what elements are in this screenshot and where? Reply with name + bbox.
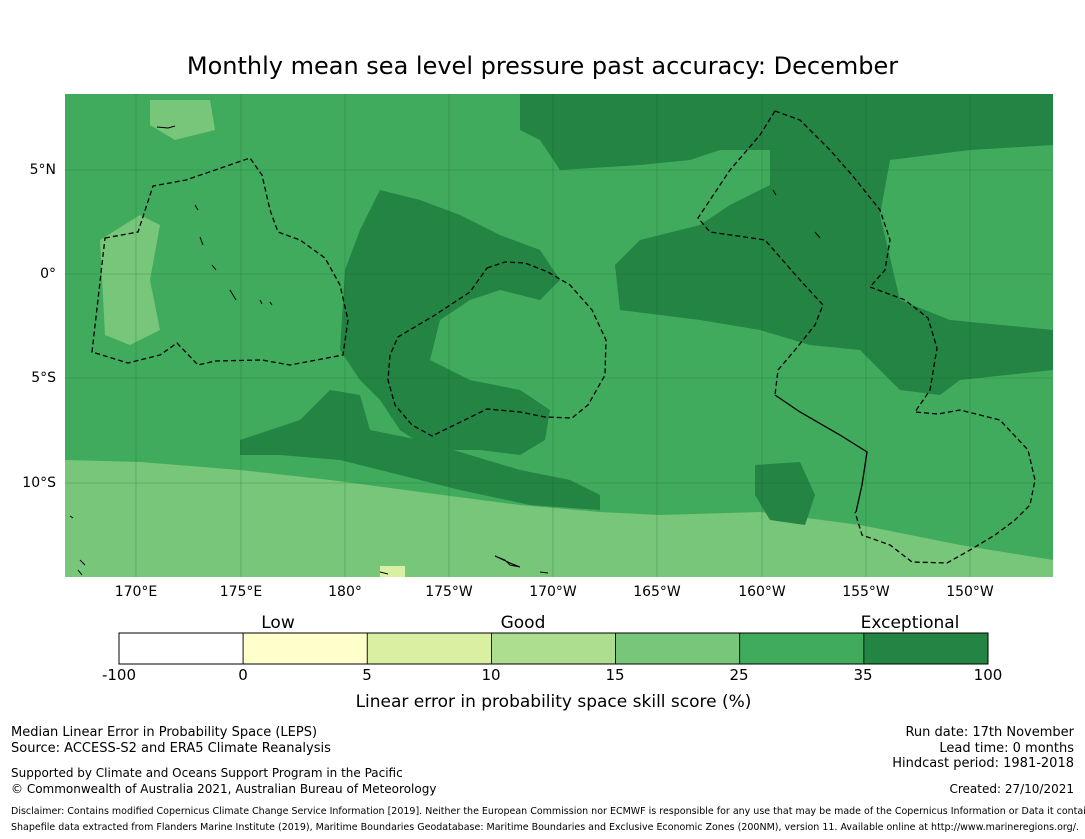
- lon-label-180: 180°: [328, 584, 362, 600]
- island-marker: [194, 204, 273, 306]
- footer-lead-time: Lead time: 0 months: [939, 741, 1074, 756]
- island-marker: [69, 515, 86, 576]
- lon-label-170w: 170°W: [529, 584, 577, 600]
- colorbar: [118, 632, 989, 665]
- footer-source: Source: ACCESS-S2 and ERA5 Climate Reana…: [11, 741, 331, 756]
- skill-field: [65, 94, 1053, 577]
- footer-created: Created: 27/10/2021: [949, 782, 1074, 796]
- colorbar-segment: [491, 632, 616, 665]
- legend-tick: 25: [729, 666, 749, 684]
- map-title: Monthly mean sea level pressure past acc…: [186, 52, 899, 80]
- eez-boundaries: [91, 110, 1036, 564]
- colorbar-segment: [118, 632, 244, 665]
- legend-tick: 5: [362, 666, 372, 684]
- skill-region-5-10: [380, 566, 405, 577]
- footer-hindcast: Hindcast period: 1981-2018: [892, 756, 1074, 771]
- skill-region-15-25-west: [100, 215, 160, 345]
- skill-region-35-100-east: [520, 94, 1053, 395]
- island-marker: [494, 555, 521, 568]
- lon-label-150w: 150°W: [946, 584, 994, 600]
- eez-boundary-east: [774, 110, 1036, 564]
- footer-run-date: Run date: 17th November: [905, 725, 1074, 740]
- lon-label-160w: 160°W: [738, 584, 786, 600]
- islands: [69, 125, 821, 576]
- lon-label-170e: 170°E: [114, 584, 158, 600]
- colorbar-segment: [242, 632, 368, 665]
- colorbar-title: Linear error in probability space skill …: [355, 692, 752, 712]
- lon-label-175w: 175°W: [425, 584, 473, 600]
- skill-region-15-25-north: [150, 100, 215, 140]
- skill-region-35-100-central: [340, 190, 560, 455]
- legend-tick: 15: [605, 666, 625, 684]
- island-marker: [156, 125, 176, 129]
- colorbar-frame: [118, 632, 989, 665]
- footer-copyright: © Commonwealth of Australia 2021, Austra…: [11, 782, 437, 796]
- lat-label-5s: 5°S: [31, 370, 56, 386]
- legend-tick: 0: [238, 666, 248, 684]
- eez-boundary-central: [387, 261, 607, 437]
- lon-label-155w: 155°W: [842, 584, 890, 600]
- legend-tick: 35: [853, 666, 873, 684]
- colorbar-segment: [366, 632, 492, 665]
- legend-category-exceptional: Exceptional: [860, 613, 960, 633]
- legend-tick: -100: [101, 666, 137, 684]
- colorbar-segment: [863, 632, 989, 665]
- footer-support: Supported by Climate and Oceans Support …: [11, 766, 403, 780]
- skill-region-35-100-band: [240, 390, 600, 510]
- skill-region-35-100-patch: [755, 462, 815, 525]
- legend-category-low: Low: [261, 613, 295, 633]
- eez-boundary-northeast: [697, 110, 824, 396]
- footer-shapefile-credit: Shapefile data extracted from Flanders M…: [11, 822, 1079, 833]
- legend-tick: 100: [973, 666, 1003, 684]
- legend-category-good: Good: [500, 613, 546, 633]
- lat-label-5n: 5°N: [29, 162, 56, 178]
- lat-label-0: 0°: [40, 266, 56, 282]
- legend-tick: 10: [481, 666, 501, 684]
- lat-label-10s: 10°S: [22, 475, 56, 491]
- lon-label-165w: 165°W: [633, 584, 681, 600]
- colorbar-segment: [615, 632, 741, 665]
- island-marker: [379, 189, 821, 575]
- graticule: [65, 94, 1053, 577]
- eez-boundary-solid: [774, 394, 868, 513]
- colorbar-segment: [739, 632, 865, 665]
- footer-disclaimer: Disclaimer: Contains modified Copernicus…: [11, 806, 1085, 817]
- footer-method: Median Linear Error in Probability Space…: [11, 725, 318, 740]
- lon-label-175e: 175°E: [219, 584, 263, 600]
- skill-region-15-25-south: [65, 460, 1053, 577]
